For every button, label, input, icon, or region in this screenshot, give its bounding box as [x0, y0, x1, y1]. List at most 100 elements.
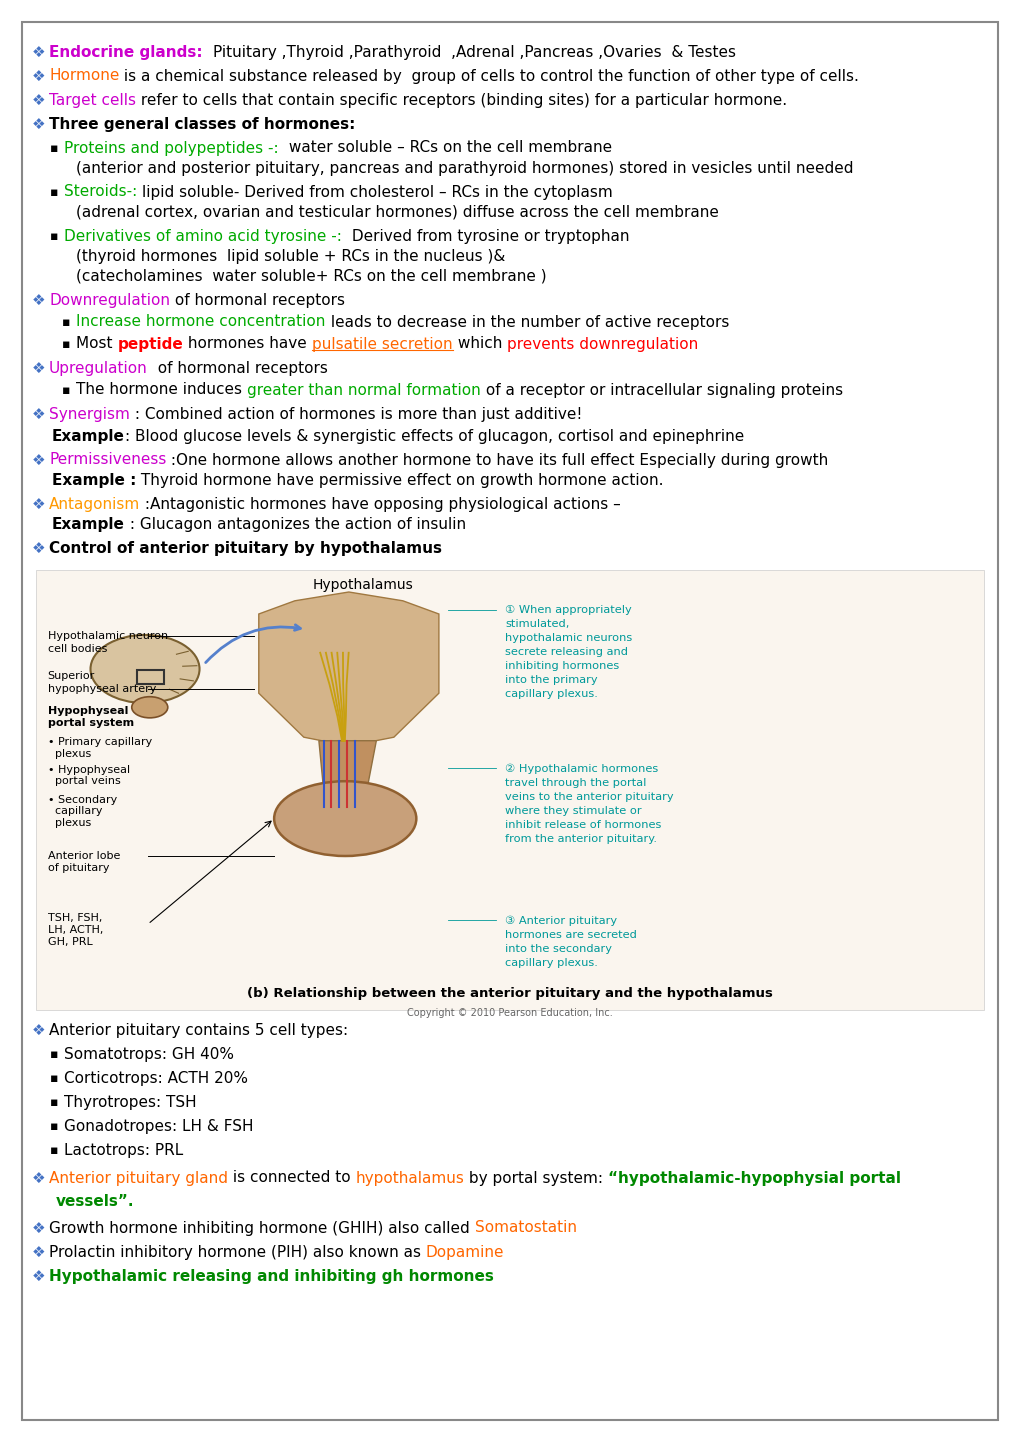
Text: ❖: ❖: [32, 1244, 46, 1259]
Text: ❖: ❖: [32, 360, 46, 375]
Text: Target cells: Target cells: [49, 92, 136, 108]
Text: : Glucagon antagonizes the action of insulin: : Glucagon antagonizes the action of ins…: [124, 516, 466, 532]
Text: ❖: ❖: [32, 45, 46, 59]
Text: Corticotrops: ACTH 20%: Corticotrops: ACTH 20%: [64, 1070, 248, 1086]
Text: Dopamine: Dopamine: [426, 1244, 504, 1259]
Text: of a receptor or intracellular signaling proteins: of a receptor or intracellular signaling…: [480, 382, 843, 398]
Text: Superior: Superior: [48, 671, 95, 681]
Text: portal veins: portal veins: [48, 776, 120, 786]
Text: Three general classes of hormones:: Three general classes of hormones:: [49, 117, 355, 131]
Text: Thyrotropes: TSH: Thyrotropes: TSH: [64, 1094, 197, 1109]
Text: “hypothalamic-hypophysial portal: “hypothalamic-hypophysial portal: [607, 1171, 901, 1185]
Text: Most: Most: [76, 336, 117, 352]
Text: hypophyseal artery: hypophyseal artery: [48, 684, 156, 694]
Text: Derivatives of amino acid tyrosine -:: Derivatives of amino acid tyrosine -:: [64, 228, 346, 244]
Text: portal system: portal system: [48, 718, 133, 728]
Text: ▪: ▪: [62, 316, 70, 329]
Text: Example :: Example :: [52, 473, 137, 487]
Text: ❖: ❖: [32, 293, 46, 307]
Text: ❖: ❖: [32, 1220, 46, 1236]
Text: ▪: ▪: [62, 337, 70, 350]
Text: ▪: ▪: [50, 141, 58, 154]
Text: Proteins and polypeptides -:: Proteins and polypeptides -:: [64, 140, 283, 156]
Ellipse shape: [131, 696, 167, 718]
Text: of hormonal receptors: of hormonal receptors: [170, 293, 344, 307]
Text: of pituitary: of pituitary: [48, 864, 109, 874]
Text: Lactotrops: PRL: Lactotrops: PRL: [64, 1142, 183, 1158]
Text: refer to cells that contain specific receptors (binding sites) for a particular : refer to cells that contain specific rec…: [136, 92, 787, 108]
Text: : Combined action of hormones is more than just additive!: : Combined action of hormones is more th…: [129, 407, 582, 421]
Text: Hypothalamus: Hypothalamus: [313, 578, 413, 593]
Polygon shape: [259, 593, 438, 746]
Text: prevents downregulation: prevents downregulation: [506, 336, 697, 352]
Text: Anterior pituitary gland: Anterior pituitary gland: [49, 1171, 228, 1185]
Text: ❖: ❖: [32, 92, 46, 108]
Text: Control of anterior pituitary by hypothalamus: Control of anterior pituitary by hypotha…: [49, 541, 441, 555]
Text: Gonadotropes: LH & FSH: Gonadotropes: LH & FSH: [64, 1119, 254, 1133]
Text: ▪: ▪: [50, 1096, 58, 1109]
Text: of hormonal receptors: of hormonal receptors: [148, 360, 327, 375]
Text: (catecholamines  water soluble+ RCs on the cell membrane ): (catecholamines water soluble+ RCs on th…: [76, 268, 546, 284]
Text: ▪: ▪: [50, 1047, 58, 1060]
Text: hormones have: hormones have: [183, 336, 312, 352]
Text: is a chemical substance released by  group of cells to control the function of o: is a chemical substance released by grou…: [119, 69, 858, 84]
Text: Steroids-:: Steroids-:: [64, 185, 143, 199]
Text: ▪: ▪: [50, 1144, 58, 1156]
Text: (b) Relationship between the anterior pituitary and the hypothalamus: (b) Relationship between the anterior pi…: [247, 988, 772, 1001]
Text: Anterior lobe: Anterior lobe: [48, 851, 120, 861]
Text: Hypothalamic neuron: Hypothalamic neuron: [48, 632, 167, 642]
Text: Copyright © 2010 Pearson Education, Inc.: Copyright © 2010 Pearson Education, Inc.: [407, 1008, 612, 1018]
Text: capillary: capillary: [48, 806, 102, 816]
Text: Synergism: Synergism: [49, 407, 129, 421]
Text: (adrenal cortex, ovarian and testicular hormones) diffuse across the cell membra: (adrenal cortex, ovarian and testicular …: [76, 205, 718, 219]
Text: ❖: ❖: [32, 69, 46, 84]
Text: ▪: ▪: [50, 1119, 58, 1132]
Text: • Hypophyseal: • Hypophyseal: [48, 764, 129, 774]
Text: plexus: plexus: [48, 818, 91, 828]
Text: (anterior and posterior pituitary, pancreas and parathyroid hormones) stored in : (anterior and posterior pituitary, pancr…: [76, 160, 853, 176]
Text: ❖: ❖: [32, 541, 46, 555]
Text: :Antagonistic hormones have opposing physiological actions –: :Antagonistic hormones have opposing phy…: [141, 496, 621, 512]
Text: which: which: [452, 336, 506, 352]
Text: hypothalamus: hypothalamus: [356, 1171, 464, 1185]
Text: pulsatile secretion: pulsatile secretion: [312, 336, 452, 352]
Text: ❖: ❖: [32, 407, 46, 421]
Text: Prolactin inhibitory hormone (PIH) also known as: Prolactin inhibitory hormone (PIH) also …: [49, 1244, 426, 1259]
Text: Increase hormone concentration: Increase hormone concentration: [76, 314, 325, 330]
Text: Hormone: Hormone: [49, 69, 119, 84]
Text: ▪: ▪: [50, 1071, 58, 1084]
Polygon shape: [22, 22, 997, 1420]
Text: GH, PRL: GH, PRL: [48, 937, 93, 947]
Text: • Primary capillary: • Primary capillary: [48, 737, 152, 747]
Text: Example: Example: [52, 516, 124, 532]
Text: Antagonism: Antagonism: [49, 496, 141, 512]
Text: lipid soluble- Derived from cholesterol – RCs in the cytoplasm: lipid soluble- Derived from cholesterol …: [143, 185, 612, 199]
Text: : Blood glucose levels & synergistic effects of glucagon, cortisol and epinephri: : Blood glucose levels & synergistic eff…: [124, 428, 744, 444]
Text: ▪: ▪: [50, 186, 58, 199]
Text: leads to decrease in the number of active receptors: leads to decrease in the number of activ…: [325, 314, 729, 330]
Text: The hormone induces: The hormone induces: [76, 382, 247, 398]
Text: greater than normal formation: greater than normal formation: [247, 382, 480, 398]
Text: Example: Example: [52, 428, 124, 444]
Text: Somatostatin: Somatostatin: [474, 1220, 576, 1236]
Text: by portal system:: by portal system:: [464, 1171, 607, 1185]
Text: peptide: peptide: [117, 336, 183, 352]
Text: is connected to: is connected to: [228, 1171, 356, 1185]
Text: ② Hypothalamic hormones
travel through the portal
veins to the anterior pituitar: ② Hypothalamic hormones travel through t…: [504, 764, 674, 844]
Polygon shape: [36, 570, 983, 1009]
Text: :One hormone allows another hormone to have its full effect Especially during gr: :One hormone allows another hormone to h…: [166, 453, 827, 467]
Text: ❖: ❖: [32, 453, 46, 467]
Text: Hypophyseal: Hypophyseal: [48, 705, 127, 715]
Text: water soluble – RCs on the cell membrane: water soluble – RCs on the cell membrane: [283, 140, 611, 156]
Text: ③ Anterior pituitary
hormones are secreted
into the secondary
capillary plexus.: ③ Anterior pituitary hormones are secret…: [504, 916, 637, 968]
Text: (thyroid hormones  lipid soluble + RCs in the nucleus )&: (thyroid hormones lipid soluble + RCs in…: [76, 248, 504, 264]
Text: vessels”.: vessels”.: [56, 1194, 135, 1210]
Text: Growth hormone inhibiting hormone (GHIH) also called: Growth hormone inhibiting hormone (GHIH)…: [49, 1220, 474, 1236]
Text: LH, ACTH,: LH, ACTH,: [48, 924, 103, 934]
Ellipse shape: [91, 634, 200, 704]
Text: ▪: ▪: [62, 384, 70, 397]
Text: Hypothalamic releasing and inhibiting gh hormones: Hypothalamic releasing and inhibiting gh…: [49, 1269, 493, 1283]
Text: ❖: ❖: [32, 1022, 46, 1037]
Text: Permissiveness: Permissiveness: [49, 453, 166, 467]
Text: TSH, FSH,: TSH, FSH,: [48, 913, 102, 923]
